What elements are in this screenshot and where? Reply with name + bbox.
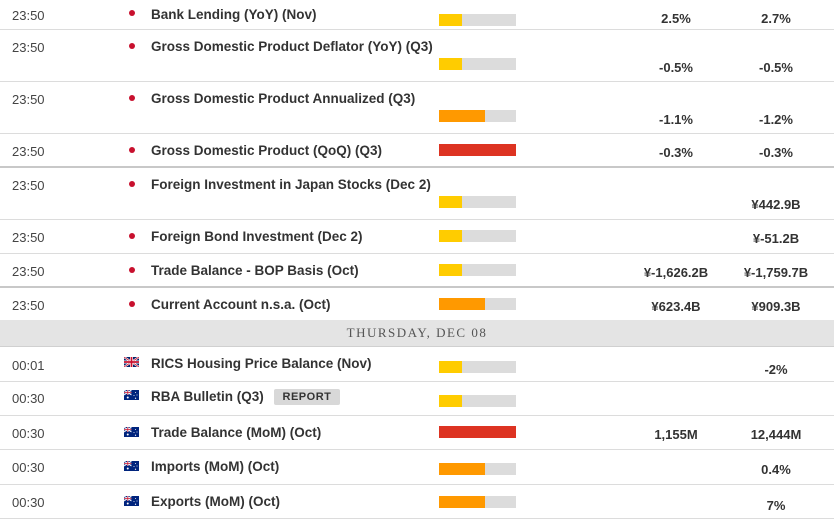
australia-flag-icon bbox=[124, 390, 139, 400]
event-time: 23:50 bbox=[12, 178, 45, 193]
day-header: THURSDAY, DEC 08 bbox=[0, 320, 834, 347]
impact-bar bbox=[439, 144, 516, 156]
event-name[interactable]: Trade Balance (MoM) (Oct) bbox=[151, 425, 322, 440]
event-time: 23:50 bbox=[12, 264, 45, 279]
event-time: 23:50 bbox=[12, 8, 45, 23]
table-row[interactable]: 00:30 RBA Bulletin (Q3) REPORT bbox=[0, 382, 834, 416]
forecast-value: 0.4% bbox=[761, 462, 791, 477]
event-name[interactable]: Gross Domestic Product Annualized (Q3) bbox=[151, 91, 416, 106]
event-time: 23:50 bbox=[12, 298, 45, 313]
report-button[interactable]: REPORT bbox=[273, 389, 341, 405]
japan-flag-icon bbox=[124, 41, 139, 51]
impact-bar bbox=[439, 58, 516, 70]
event-time: 23:50 bbox=[12, 144, 45, 159]
table-row[interactable]: 23:50 Gross Domestic Product Annualized … bbox=[0, 82, 834, 134]
forecast-value: ¥-1,759.7B bbox=[743, 265, 809, 280]
actual-value: ¥623.4B bbox=[651, 299, 701, 314]
forecast-value: 12,444M bbox=[750, 427, 802, 442]
event-time: 23:50 bbox=[12, 40, 45, 55]
event-time: 23:50 bbox=[12, 230, 45, 245]
event-name[interactable]: Gross Domestic Product Deflator (YoY) (Q… bbox=[151, 39, 433, 54]
event-name[interactable]: Imports (MoM) (Oct) bbox=[151, 459, 280, 474]
forecast-value: 7% bbox=[766, 498, 786, 513]
japan-flag-icon bbox=[124, 179, 139, 189]
impact-bar bbox=[439, 196, 516, 208]
event-time: 00:30 bbox=[12, 426, 45, 441]
japan-flag-icon bbox=[124, 265, 139, 275]
impact-bar bbox=[439, 110, 516, 122]
event-name-text: RBA Bulletin (Q3) bbox=[151, 389, 264, 404]
event-name[interactable]: Bank Lending (YoY) (Nov) bbox=[151, 7, 317, 22]
actual-value: -1.1% bbox=[659, 112, 693, 127]
event-time: 00:30 bbox=[12, 495, 45, 510]
table-row[interactable]: 00:30 Imports (MoM) (Oct) 0.4% bbox=[0, 450, 834, 485]
impact-bar bbox=[439, 298, 516, 310]
actual-value: -0.3% bbox=[659, 145, 693, 160]
forecast-value: ¥-51.2B bbox=[752, 231, 800, 246]
event-name[interactable]: Current Account n.s.a. (Oct) bbox=[151, 297, 331, 312]
actual-value: 1,155M bbox=[654, 427, 698, 442]
australia-flag-icon bbox=[124, 461, 139, 471]
impact-bar bbox=[439, 230, 516, 242]
japan-flag-icon bbox=[124, 299, 139, 309]
table-row[interactable]: 00:30 Exports (MoM) (Oct) 7% bbox=[0, 485, 834, 519]
table-row[interactable]: 23:50 Foreign Bond Investment (Dec 2) ¥-… bbox=[0, 220, 834, 254]
impact-bar bbox=[439, 395, 516, 407]
table-row[interactable]: 00:01 RICS Housing Price Balance (Nov) -… bbox=[0, 347, 834, 382]
forecast-value: ¥909.3B bbox=[751, 299, 801, 314]
actual-value: 2.5% bbox=[661, 11, 691, 26]
forecast-value: -0.5% bbox=[759, 60, 793, 75]
australia-flag-icon bbox=[124, 427, 139, 437]
impact-bar bbox=[439, 426, 516, 438]
event-name[interactable]: RBA Bulletin (Q3) REPORT bbox=[151, 389, 341, 405]
forecast-value: 2.7% bbox=[761, 11, 791, 26]
impact-bar bbox=[439, 496, 516, 508]
table-row[interactable]: 23:50 Current Account n.s.a. (Oct) ¥623.… bbox=[0, 288, 834, 320]
uk-flag-icon bbox=[124, 357, 139, 367]
event-time: 00:01 bbox=[12, 358, 45, 373]
actual-value: ¥-1,626.2B bbox=[643, 265, 709, 280]
forecast-value: -1.2% bbox=[759, 112, 793, 127]
forecast-value: -0.3% bbox=[759, 145, 793, 160]
impact-bar bbox=[439, 361, 516, 373]
forecast-value: ¥442.9B bbox=[751, 197, 801, 212]
event-name[interactable]: Exports (MoM) (Oct) bbox=[151, 494, 280, 509]
event-name[interactable]: Trade Balance - BOP Basis (Oct) bbox=[151, 263, 359, 278]
actual-value: -0.5% bbox=[659, 60, 693, 75]
table-row[interactable]: 23:50 Gross Domestic Product Deflator (Y… bbox=[0, 30, 834, 82]
impact-bar bbox=[439, 264, 516, 276]
event-name[interactable]: Foreign Bond Investment (Dec 2) bbox=[151, 229, 363, 244]
japan-flag-icon bbox=[124, 93, 139, 103]
japan-flag-icon bbox=[124, 8, 139, 18]
table-row[interactable]: 23:50 Trade Balance - BOP Basis (Oct) ¥-… bbox=[0, 254, 834, 288]
event-name[interactable]: Gross Domestic Product (QoQ) (Q3) bbox=[151, 143, 383, 158]
event-time: 00:30 bbox=[12, 460, 45, 475]
forecast-value: -2% bbox=[764, 362, 788, 377]
event-time: 23:50 bbox=[12, 92, 45, 107]
event-time: 00:30 bbox=[12, 391, 45, 406]
table-row[interactable]: 23:50 Bank Lending (YoY) (Nov) 2.5% 2.7% bbox=[0, 0, 834, 30]
table-row[interactable]: 23:50 Foreign Investment in Japan Stocks… bbox=[0, 168, 834, 220]
event-name[interactable]: RICS Housing Price Balance (Nov) bbox=[151, 356, 372, 371]
australia-flag-icon bbox=[124, 496, 139, 506]
japan-flag-icon bbox=[124, 145, 139, 155]
japan-flag-icon bbox=[124, 231, 139, 241]
table-row[interactable]: 00:30 Trade Balance (MoM) (Oct) 1,155M 1… bbox=[0, 416, 834, 450]
impact-bar bbox=[439, 14, 516, 26]
table-row[interactable]: 23:50 Gross Domestic Product (QoQ) (Q3) … bbox=[0, 134, 834, 168]
impact-bar bbox=[439, 463, 516, 475]
event-name[interactable]: Foreign Investment in Japan Stocks (Dec … bbox=[151, 177, 431, 192]
